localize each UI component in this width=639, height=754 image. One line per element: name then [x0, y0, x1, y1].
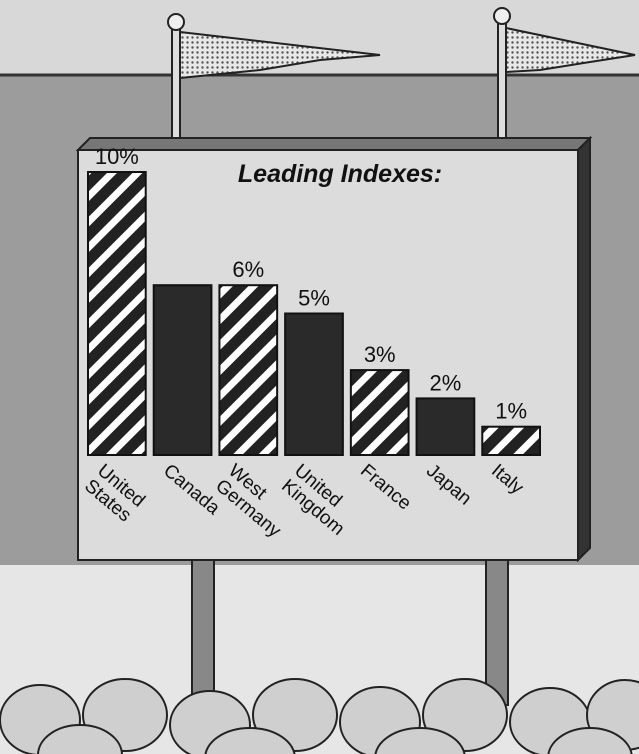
value-label: 1% — [495, 399, 527, 424]
rocks — [0, 679, 639, 754]
value-label: 10% — [95, 144, 139, 169]
value-label: 6% — [232, 257, 264, 282]
bar — [482, 427, 540, 455]
value-label: 5% — [298, 286, 330, 311]
bar — [154, 285, 212, 455]
value-label: 3% — [364, 342, 396, 367]
bar — [88, 172, 146, 455]
chart-title: Leading Indexes: — [238, 160, 442, 188]
bar — [285, 314, 343, 456]
value-label: 2% — [430, 370, 462, 395]
bar — [351, 370, 409, 455]
illustration: Leading Indexes: 10% 6% 5% 3% 2% 1% — [0, 0, 639, 754]
bar — [417, 398, 475, 455]
bar — [219, 285, 277, 455]
page: Leading Indexes: 10%6%5%3%2%1% United St… — [0, 0, 639, 754]
